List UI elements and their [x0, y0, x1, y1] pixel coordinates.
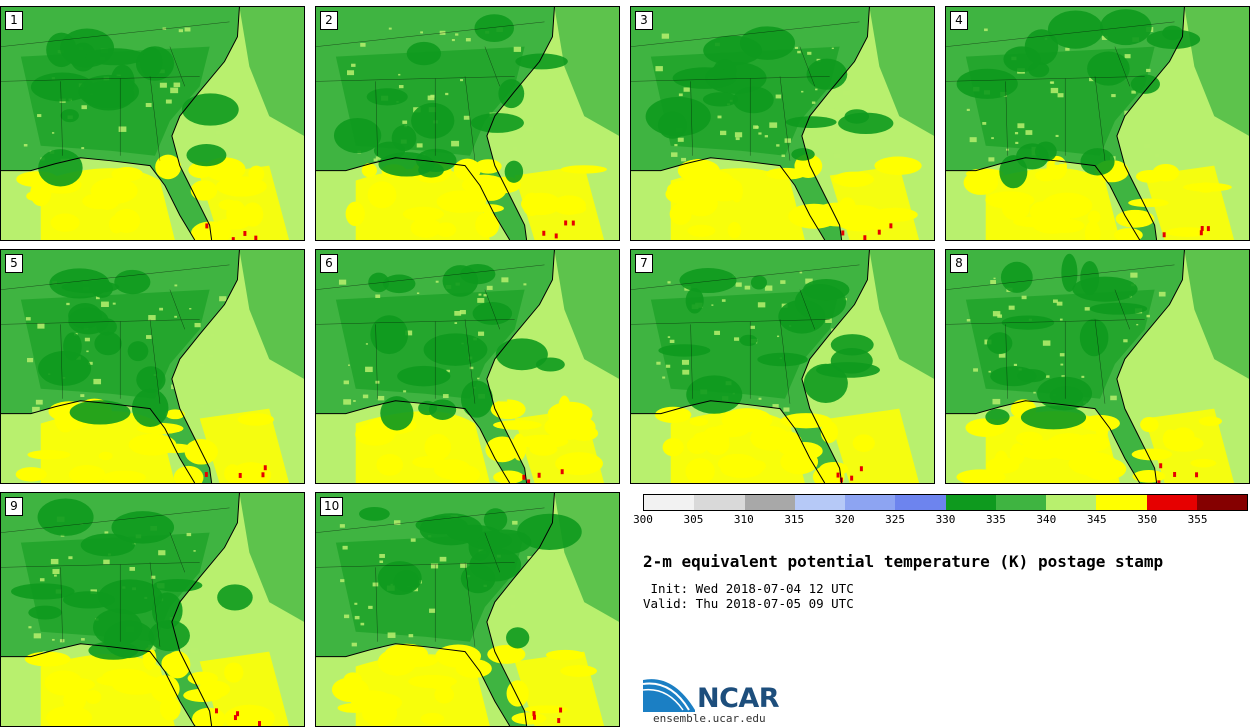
- member-label: 5: [5, 254, 23, 273]
- ensemble-member-panel: 9: [0, 492, 305, 727]
- ensemble-map: [316, 7, 619, 240]
- colorbar-swatch: [644, 495, 695, 510]
- ensemble-member-panel: 8: [945, 249, 1250, 484]
- logo-url: ensemble.ucar.edu: [653, 712, 766, 725]
- colorbar-tick-label: 320: [834, 513, 855, 526]
- colorbar-swatch: [744, 495, 795, 510]
- colorbar: [643, 494, 1248, 511]
- ensemble-member-panel: 7: [630, 249, 935, 484]
- colorbar-tick-label: 325: [885, 513, 906, 526]
- ensemble-map: [1, 7, 304, 240]
- ensemble-member-panel: 5: [0, 249, 305, 484]
- ensemble-member-panel: 2: [315, 6, 620, 241]
- chart-title: 2-m equivalent potential temperature (K)…: [643, 552, 1164, 571]
- ncar-logo-icon: [643, 679, 695, 712]
- member-label: 6: [320, 254, 338, 273]
- colorbar-swatch: [1146, 495, 1197, 510]
- member-label: 3: [635, 11, 653, 30]
- ncar-logo-text: NCAR: [697, 683, 780, 714]
- colorbar-swatch: [895, 495, 946, 510]
- colorbar-tick-label: 335: [985, 513, 1006, 526]
- colorbar-tick-label: 315: [784, 513, 805, 526]
- member-label: 10: [320, 497, 344, 516]
- member-label: 2: [320, 11, 338, 30]
- ensemble-member-panel: 1: [0, 6, 305, 241]
- colorbar-swatch: [945, 495, 996, 510]
- colorbar-swatch: [995, 495, 1046, 510]
- colorbar-tick-label: 330: [935, 513, 956, 526]
- colorbar-swatch: [794, 495, 845, 510]
- colorbar-swatch: [1046, 495, 1097, 510]
- ensemble-member-panel: 10: [315, 492, 620, 727]
- init-time: Init: Wed 2018-07-04 12 UTC: [643, 581, 854, 596]
- colorbar-ticks: 300 305 310 315 320 325 330 335 340 345 350 355: [633, 513, 1248, 527]
- ensemble-map: [631, 7, 934, 240]
- ensemble-map: [631, 250, 934, 483]
- colorbar-tick-label: 305: [683, 513, 704, 526]
- ensemble-map: [946, 250, 1249, 483]
- colorbar-swatch: [1196, 495, 1247, 510]
- ensemble-map: [1, 493, 304, 726]
- colorbar-swatch: [1096, 495, 1147, 510]
- init-valid-times: Init: Wed 2018-07-04 12 UTC Valid: Thu 2…: [643, 581, 854, 611]
- ensemble-member-panel: 4: [945, 6, 1250, 241]
- colorbar-tick-label: 310: [733, 513, 754, 526]
- ensemble-member-panel: 6: [315, 249, 620, 484]
- ensemble-map: [1, 250, 304, 483]
- ensemble-map: [316, 250, 619, 483]
- ensemble-member-panel: 3: [630, 6, 935, 241]
- colorbar-tick-label: 350: [1137, 513, 1158, 526]
- valid-time: Valid: Thu 2018-07-05 09 UTC: [643, 596, 854, 611]
- ensemble-map: [946, 7, 1249, 240]
- colorbar-tick-label: 345: [1086, 513, 1107, 526]
- member-label: 4: [950, 11, 968, 30]
- member-label: 8: [950, 254, 968, 273]
- member-label: 7: [635, 254, 653, 273]
- colorbar-swatch: [845, 495, 896, 510]
- colorbar-tick-label: 300: [633, 513, 653, 526]
- colorbar-tick-label: 340: [1036, 513, 1057, 526]
- colorbar-swatch: [694, 495, 745, 510]
- member-label: 1: [5, 11, 23, 30]
- member-label: 9: [5, 497, 23, 516]
- colorbar-tick-label: 355: [1187, 513, 1208, 526]
- ensemble-map: [316, 493, 619, 726]
